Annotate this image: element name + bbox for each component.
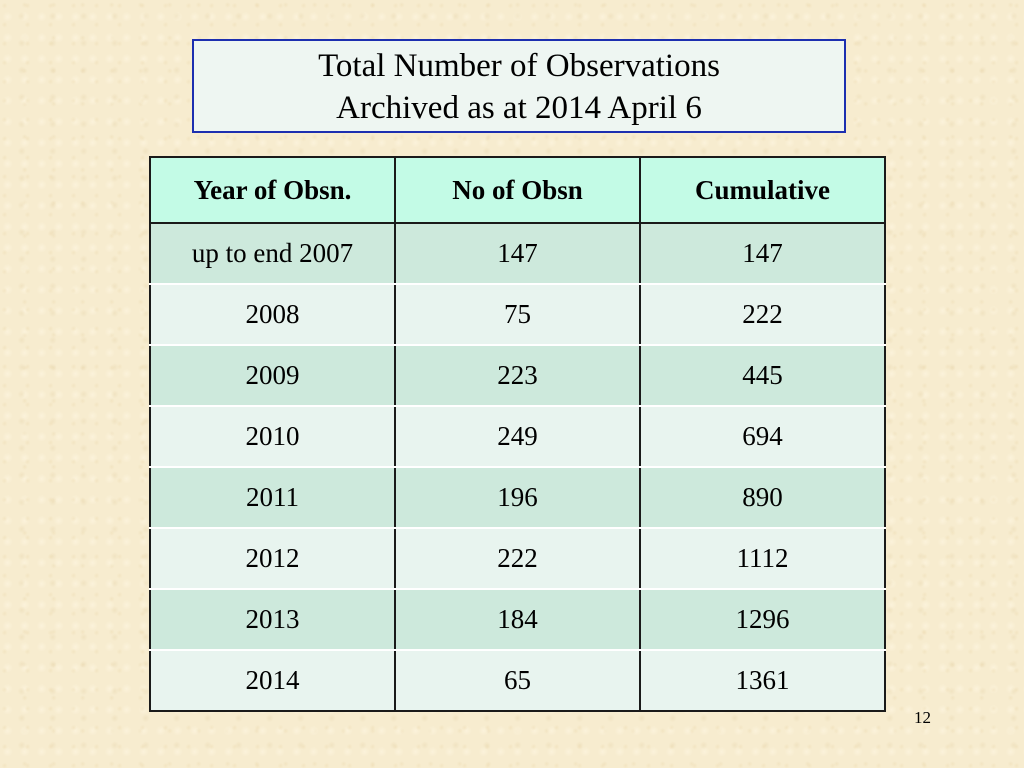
table-row: 2014 65 1361 bbox=[149, 649, 886, 712]
table-row: 2008 75 222 bbox=[149, 283, 886, 346]
cell-count: 222 bbox=[394, 527, 641, 590]
cell-count: 65 bbox=[394, 649, 641, 712]
cell-cumulative: 1296 bbox=[639, 588, 886, 651]
page-number: 12 bbox=[914, 708, 931, 727]
cell-year: 2008 bbox=[149, 283, 396, 346]
cell-cumulative: 222 bbox=[639, 283, 886, 346]
header-year: Year of Obsn. bbox=[149, 156, 396, 224]
slide-title-box: Total Number of Observations Archived as… bbox=[192, 39, 846, 133]
cell-cumulative: 1361 bbox=[639, 649, 886, 712]
table-row: 2013 184 1296 bbox=[149, 588, 886, 651]
cell-year: 2010 bbox=[149, 405, 396, 468]
table-row: 2012 222 1112 bbox=[149, 527, 886, 590]
table-header-row: Year of Obsn. No of Obsn Cumulative bbox=[149, 156, 886, 224]
header-count: No of Obsn bbox=[394, 156, 641, 224]
cell-count: 196 bbox=[394, 466, 641, 529]
cell-year: 2012 bbox=[149, 527, 396, 590]
cell-year: 2011 bbox=[149, 466, 396, 529]
observations-table: Year of Obsn. No of Obsn Cumulative up t… bbox=[149, 156, 886, 712]
cell-year: 2009 bbox=[149, 344, 396, 407]
cell-cumulative: 445 bbox=[639, 344, 886, 407]
slide-title-line-1: Total Number of Observations bbox=[318, 48, 720, 84]
cell-year: 2013 bbox=[149, 588, 396, 651]
table-row: 2009 223 445 bbox=[149, 344, 886, 407]
cell-year: up to end 2007 bbox=[149, 222, 396, 285]
table-row: up to end 2007 147 147 bbox=[149, 222, 886, 285]
cell-cumulative: 1112 bbox=[639, 527, 886, 590]
cell-year: 2014 bbox=[149, 649, 396, 712]
table-row: 2010 249 694 bbox=[149, 405, 886, 468]
cell-count: 249 bbox=[394, 405, 641, 468]
header-cumulative: Cumulative bbox=[639, 156, 886, 224]
table-row: 2011 196 890 bbox=[149, 466, 886, 529]
cell-cumulative: 890 bbox=[639, 466, 886, 529]
cell-cumulative: 147 bbox=[639, 222, 886, 285]
cell-count: 223 bbox=[394, 344, 641, 407]
cell-count: 147 bbox=[394, 222, 641, 285]
cell-count: 75 bbox=[394, 283, 641, 346]
cell-cumulative: 694 bbox=[639, 405, 886, 468]
slide-title-line-2: Archived as at 2014 April 6 bbox=[336, 90, 702, 126]
cell-count: 184 bbox=[394, 588, 641, 651]
